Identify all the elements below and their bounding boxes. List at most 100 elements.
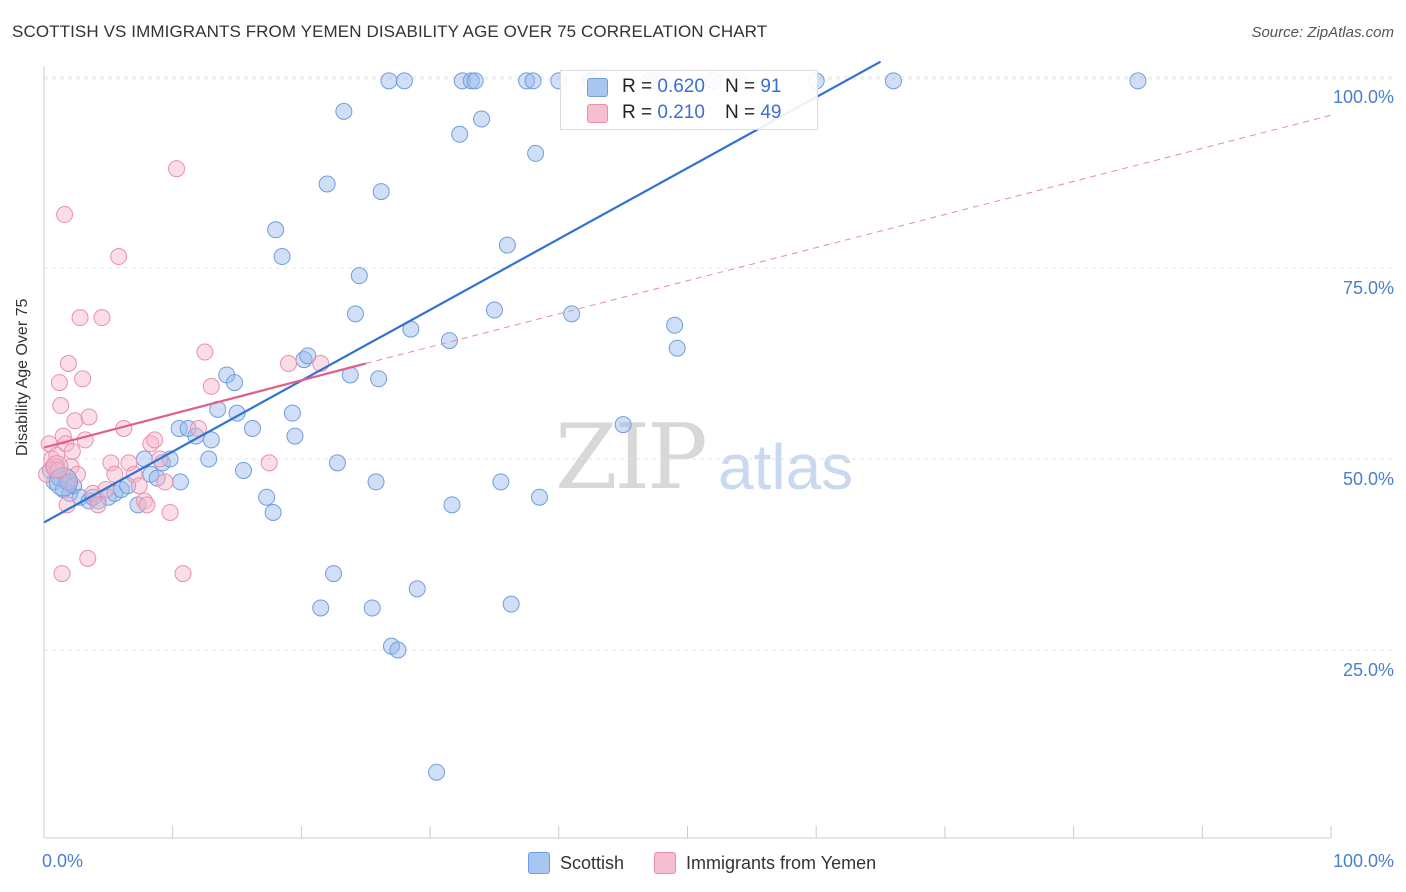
legend-swatch-scottish <box>587 77 608 97</box>
yemen-point <box>202 377 220 395</box>
yemen-point <box>89 496 107 514</box>
yemen-point <box>102 454 120 472</box>
scottish-point <box>367 473 385 491</box>
yemen-point <box>80 408 98 426</box>
scottish-point <box>428 763 446 781</box>
yemen-trend-extension <box>365 114 1332 364</box>
legend-swatch-yemen <box>654 852 677 874</box>
scottish-point <box>443 496 461 514</box>
scottish-point <box>485 301 503 319</box>
legend-n-value: 49 <box>760 102 782 123</box>
scottish-point <box>273 248 291 266</box>
watermark-atlas: atlas <box>718 431 854 503</box>
y-axis-label: Disability Age Over 75 <box>14 298 31 456</box>
legend-label-scottish: Scottish <box>560 852 625 873</box>
scottish-point <box>286 427 304 445</box>
scottish-point <box>243 419 261 437</box>
scottish-point <box>440 332 458 350</box>
scottish-point <box>380 72 398 90</box>
chart-title: SCOTTISH VS IMMIGRANTS FROM YEMEN DISABI… <box>12 22 768 41</box>
y-tick-label: 50.0% <box>1342 469 1394 489</box>
scottish-point <box>524 72 542 90</box>
scottish-point <box>466 72 484 90</box>
scottish-point <box>312 599 330 617</box>
scottish-point <box>363 599 381 617</box>
scottish-point <box>328 454 346 472</box>
yemen-point <box>138 496 156 514</box>
yemen-point <box>161 503 179 521</box>
scottish-point <box>48 467 78 497</box>
scottish-point <box>462 72 480 90</box>
yemen-point <box>130 477 148 495</box>
legend-r-label: R = <box>622 102 653 123</box>
legend-row-yemen: R = 0.210 N = 49 <box>587 101 781 125</box>
legend-r-value: 0.620 <box>657 76 705 97</box>
legend-r-value: 0.210 <box>657 102 705 123</box>
scottish-point <box>498 236 516 254</box>
scottish-point <box>200 450 218 468</box>
scottish-point <box>530 488 548 506</box>
scottish-point <box>346 305 364 323</box>
yemen-point <box>280 355 298 372</box>
yemen-point <box>52 397 70 415</box>
yemen-point <box>260 454 278 472</box>
yemen-point <box>93 309 111 327</box>
scottish-point <box>325 565 343 583</box>
yemen-trend-line <box>43 362 367 449</box>
scottish-point <box>283 404 301 422</box>
legend-n-label: N = <box>724 76 756 97</box>
scottish-point <box>170 419 188 437</box>
yemen-point <box>53 565 71 583</box>
yemen-point <box>196 343 214 361</box>
yemen-point <box>59 355 77 372</box>
scottish-point <box>395 72 413 90</box>
scottish-point <box>148 469 166 487</box>
legend-swatch-scottish <box>528 852 550 874</box>
yemen-point <box>79 549 97 567</box>
yemen-point <box>146 431 164 449</box>
scottish-point <box>171 473 189 491</box>
source-label: Source: ZipAtlas.com <box>1251 24 1394 41</box>
scottish-point <box>372 183 390 201</box>
scottish-point <box>267 221 285 239</box>
legend-n-value: 91 <box>760 76 782 97</box>
x-tick-label: 100.0% <box>1332 851 1394 871</box>
scottish-point <box>1129 72 1147 90</box>
scottish-point <box>389 641 407 659</box>
stats-legend: R = 0.620 N = 91 R = 0.210 N = 49 <box>560 70 818 130</box>
scottish-point <box>350 267 368 285</box>
yemen-point <box>66 412 84 430</box>
y-tick-label: 25.0% <box>1342 660 1394 680</box>
scottish-point <box>492 473 510 491</box>
scottish-point <box>668 339 686 357</box>
legend-row-scottish: R = 0.620 N = 91 <box>587 75 781 99</box>
legend-n-label: N = <box>724 102 756 123</box>
scottish-point <box>225 374 243 392</box>
yemen-point <box>174 565 192 583</box>
scottish-point <box>234 461 252 479</box>
yemen-point <box>63 442 81 460</box>
scottish-point <box>527 144 545 162</box>
yemen-point <box>74 370 92 388</box>
yemen-point <box>56 206 74 224</box>
legend-r-label: R = <box>622 76 653 97</box>
y-tick-label: 100.0% <box>1332 87 1394 107</box>
scottish-point <box>518 72 536 90</box>
scottish-point <box>502 595 520 613</box>
scottish-point <box>299 347 317 365</box>
scottish-point <box>453 72 471 90</box>
y-tick-label: 75.0% <box>1342 278 1394 298</box>
scottish-point <box>563 305 581 323</box>
yemen-point <box>45 455 69 479</box>
scottish-trend-line <box>43 60 882 524</box>
scottish-point <box>884 72 902 90</box>
scottish-point <box>264 503 282 521</box>
yemen-point <box>49 461 67 479</box>
legend-swatch-yemen <box>587 103 608 123</box>
scottish-point <box>614 416 632 434</box>
yemen-point <box>156 473 174 491</box>
yemen-point <box>50 374 68 392</box>
scottish-point <box>202 431 220 449</box>
yemen-point <box>110 248 128 266</box>
